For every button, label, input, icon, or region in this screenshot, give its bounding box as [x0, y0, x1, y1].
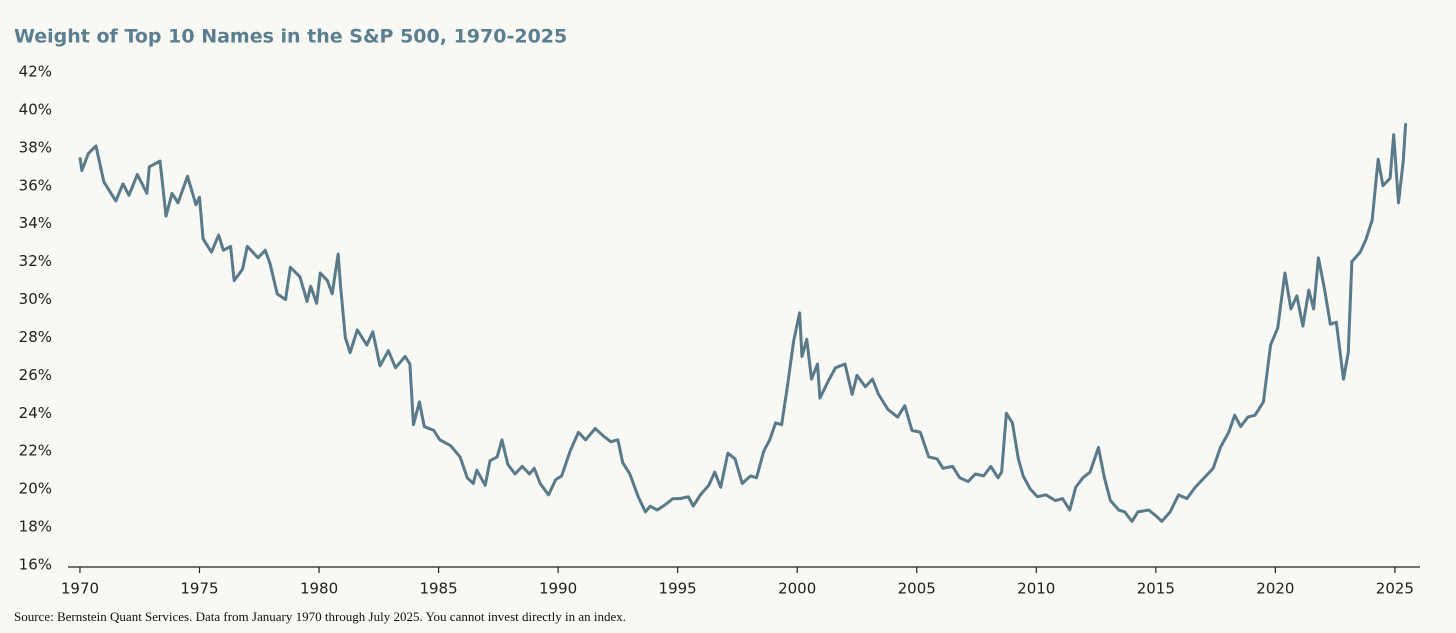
x-tick-label: 2000 [778, 580, 816, 598]
y-tick-label: 36% [19, 176, 52, 194]
x-tick-label: 2020 [1256, 580, 1294, 598]
y-tick-label: 16% [19, 556, 52, 574]
data-line [78, 123, 1408, 523]
chart-title: Weight of Top 10 Names in the S&P 500, 1… [14, 26, 567, 48]
x-tick-label: 1985 [419, 580, 457, 598]
y-tick-label: 42% [19, 63, 52, 81]
y-tick-label: 34% [19, 214, 52, 232]
y-tick-label: 22% [19, 442, 52, 460]
y-tick-label: 38% [19, 138, 52, 156]
y-tick-label: 40% [19, 100, 52, 118]
x-tick-label: 2015 [1137, 580, 1175, 598]
y-tick-label: 20% [19, 480, 52, 498]
y-tick-label: 28% [19, 328, 52, 346]
x-tick-label: 1975 [180, 580, 218, 598]
x-tick-label: 1990 [539, 580, 577, 598]
y-tick-label: 24% [19, 404, 52, 422]
y-tick-label: 18% [19, 518, 52, 536]
x-tick-label: 1995 [659, 580, 697, 598]
x-tick-label: 2005 [898, 580, 936, 598]
x-tick-label: 2025 [1376, 580, 1414, 598]
x-tick-label: 1980 [300, 580, 338, 598]
x-tick-label: 1970 [61, 580, 99, 598]
x-tick-label: 2010 [1017, 580, 1055, 598]
y-tick-label: 26% [19, 366, 52, 384]
y-tick-label: 30% [19, 290, 52, 308]
y-tick-label: 32% [19, 252, 52, 270]
source-note: Source: Bernstein Quant Services. Data f… [14, 609, 626, 624]
